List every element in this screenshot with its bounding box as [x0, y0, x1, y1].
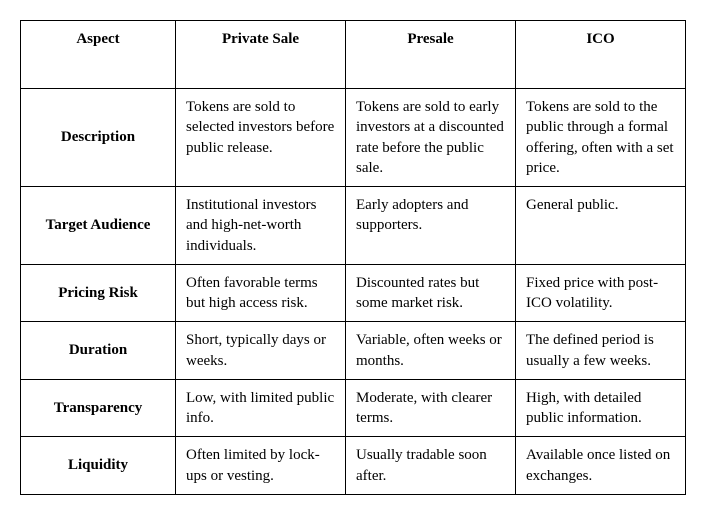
cell-ico: General public. [516, 187, 686, 265]
aspect-label: Liquidity [21, 437, 176, 495]
aspect-label: Transparency [21, 379, 176, 437]
cell-ico: Tokens are sold to the public through a … [516, 89, 686, 187]
cell-private-sale: Tokens are sold to selected investors be… [176, 89, 346, 187]
cell-presale: Discounted rates but some market risk. [346, 264, 516, 322]
aspect-label: Pricing Risk [21, 264, 176, 322]
cell-private-sale: Low, with limited public info. [176, 379, 346, 437]
cell-private-sale: Often limited by lock-ups or vesting. [176, 437, 346, 495]
aspect-label: Duration [21, 322, 176, 380]
cell-presale: Tokens are sold to early investors at a … [346, 89, 516, 187]
cell-ico: Available once listed on exchanges. [516, 437, 686, 495]
header-presale: Presale [346, 21, 516, 89]
cell-ico: High, with detailed public information. [516, 379, 686, 437]
header-aspect: Aspect [21, 21, 176, 89]
cell-ico: Fixed price with post-ICO volatility. [516, 264, 686, 322]
table-row: Transparency Low, with limited public in… [21, 379, 686, 437]
cell-presale: Moderate, with clearer terms. [346, 379, 516, 437]
header-private-sale: Private Sale [176, 21, 346, 89]
cell-presale: Usually tradable soon after. [346, 437, 516, 495]
aspect-label: Target Audience [21, 187, 176, 265]
table-row: Pricing Risk Often favorable terms but h… [21, 264, 686, 322]
table-header-row: Aspect Private Sale Presale ICO [21, 21, 686, 89]
cell-private-sale: Often favorable terms but high access ri… [176, 264, 346, 322]
cell-private-sale: Institutional investors and high-net-wor… [176, 187, 346, 265]
header-ico: ICO [516, 21, 686, 89]
cell-private-sale: Short, typically days or weeks. [176, 322, 346, 380]
cell-presale: Early adopters and supporters. [346, 187, 516, 265]
cell-presale: Variable, often weeks or months. [346, 322, 516, 380]
cell-ico: The defined period is usually a few week… [516, 322, 686, 380]
table-row: Duration Short, typically days or weeks.… [21, 322, 686, 380]
table-row: Liquidity Often limited by lock-ups or v… [21, 437, 686, 495]
table-row: Target Audience Institutional investors … [21, 187, 686, 265]
table-row: Description Tokens are sold to selected … [21, 89, 686, 187]
comparison-table: Aspect Private Sale Presale ICO Descript… [20, 20, 686, 495]
aspect-label: Description [21, 89, 176, 187]
